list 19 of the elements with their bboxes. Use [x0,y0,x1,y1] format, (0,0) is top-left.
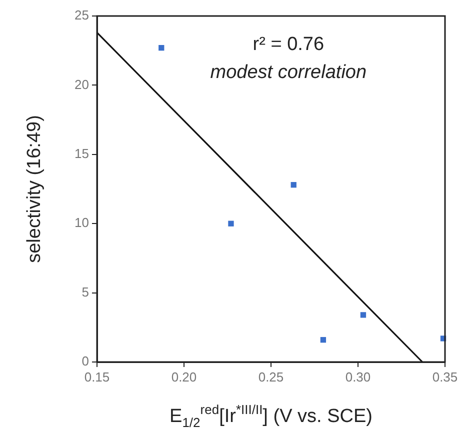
y-tick-label: 10 [74,215,89,230]
annotation: r² = 0.76 [252,34,324,55]
point [320,337,326,343]
x-tick-label: 0.15 [84,369,110,384]
y-tick-label: 25 [74,8,89,23]
y-tick-label: 20 [74,76,89,92]
x-tick-label: 0.35 [432,369,458,384]
y-tick-label: 0 [82,354,89,369]
y-tick-label: 15 [74,146,89,161]
point [228,220,234,226]
x-tick-label: 0.25 [258,369,284,384]
point [290,182,296,188]
y-tick-label: 5 [82,284,89,300]
x-tick-label: 0.20 [171,369,197,384]
x-tick-label: 0.30 [345,369,371,384]
point [158,45,164,51]
y-axis-title: selectivity (16:49) [24,115,45,263]
point [360,312,366,318]
annotation: modest correlation [210,62,367,83]
